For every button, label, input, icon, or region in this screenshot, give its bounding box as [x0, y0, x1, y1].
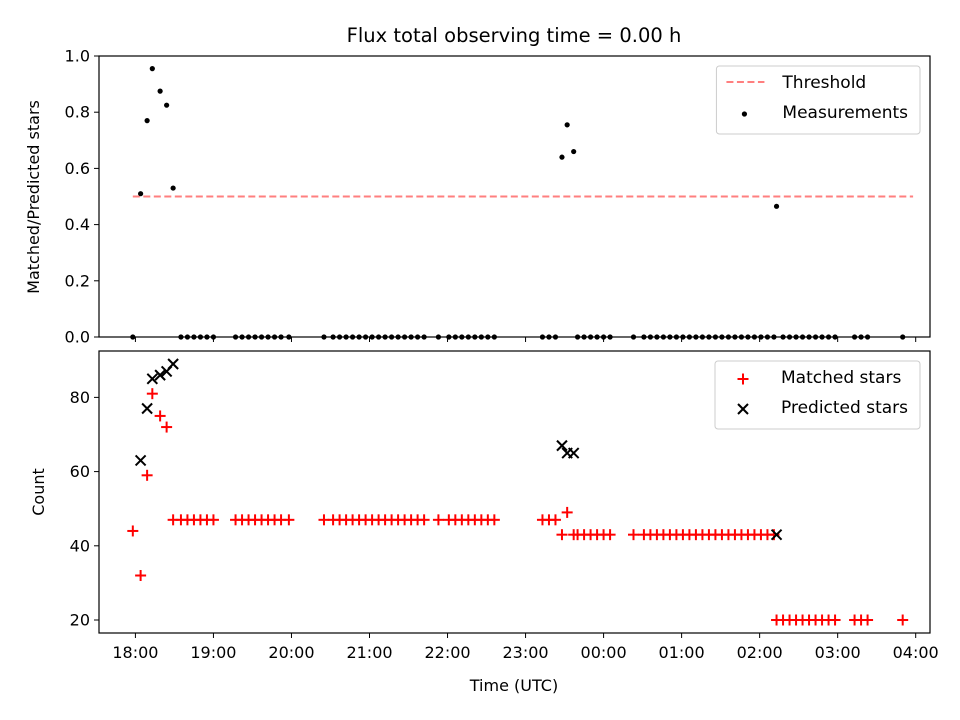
count-legend: Matched stars Predicted stars: [714, 360, 921, 430]
measurements-point: [571, 148, 577, 155]
predicted-stars-point: [146, 373, 159, 385]
predicted-stars-point: [141, 402, 153, 415]
measurements-legend-swatch: [741, 111, 748, 117]
legend-label: Measurements: [782, 103, 908, 123]
measurements-point: [138, 191, 144, 197]
ratio-panel: 0.0 0.2 0.4 0.6 0.8 1.0 Matched/Predicted sta…: [24, 47, 931, 347]
x-tick-label: 21:00: [346, 643, 392, 662]
count-axis-ticks: 20 40 60 80 18:00 19:00 20:00 21:00 22:00 23:00 00…: [70, 388, 939, 662]
measurements-point: [144, 118, 150, 124]
predicted-stars-series: [134, 358, 783, 541]
measurements-point: [559, 154, 565, 160]
matched-stars-point: [561, 506, 573, 518]
ratio-plot-frame: [98, 55, 931, 338]
legend-box: [714, 360, 921, 430]
matched-stars-point: [897, 614, 909, 626]
matched-stars-point: [488, 514, 500, 526]
matched-stars-point: [604, 529, 616, 541]
predicted-stars-point-b: [556, 439, 568, 452]
x-tick-label: 23:00: [502, 643, 548, 662]
predicted-stars-point-b: [134, 454, 147, 467]
count-plot-marks: [127, 358, 909, 626]
count-y-axis-label: Count: [29, 468, 48, 516]
predicted-stars-point: [567, 447, 580, 459]
y-tick-label: 0.8: [65, 103, 90, 122]
matched-stars-point: [161, 421, 173, 433]
measurements-point: [149, 66, 155, 72]
predicted-stars-point-b: [146, 373, 159, 385]
matched-stars-point: [432, 514, 444, 526]
x-tick-label: 00:00: [581, 643, 627, 662]
count-plot-frame: [98, 350, 931, 634]
matched-stars-point: [862, 614, 874, 626]
x-tick-label: 18:00: [112, 643, 158, 662]
matched-stars-legend-swatch: [737, 373, 749, 385]
predicted-stars-legend-swatch: [737, 403, 749, 415]
x-tick-label: 22:00: [424, 643, 470, 662]
y-tick-label: 0.6: [65, 159, 90, 178]
predicted-stars-point-b: [770, 528, 783, 541]
measurements-point: [564, 122, 570, 128]
measurements-point: [773, 203, 780, 209]
matched-stars-point: [135, 569, 147, 581]
x-tick-label: 03:00: [815, 643, 861, 662]
matched-stars-point: [146, 388, 158, 400]
predicted-stars-point-b: [154, 369, 166, 381]
measurements-point: [157, 88, 163, 94]
matched-stars-point: [549, 514, 561, 526]
legend-box: [715, 65, 921, 135]
y-tick-label: 60: [70, 462, 90, 481]
matched-stars-point: [154, 410, 166, 422]
ratio-axis-ticks: 0.0 0.2 0.4 0.6 0.8 1.0: [65, 47, 917, 347]
x-tick-label: 19:00: [190, 643, 236, 662]
matched-stars-point: [829, 614, 841, 626]
ratio-y-axis-label: Matched/Predicted stars: [24, 100, 43, 294]
legend-label: Matched stars: [781, 368, 901, 388]
y-tick-label: 0.4: [65, 215, 90, 234]
measurements-point: [164, 102, 170, 108]
legend-label: Predicted stars: [781, 398, 908, 418]
predicted-stars-point-b: [567, 447, 580, 459]
matched-stars-point: [127, 525, 139, 537]
matched-stars-point: [556, 529, 568, 541]
y-tick-label: 20: [70, 611, 90, 630]
predicted-stars-point-b: [167, 358, 179, 370]
predicted-stars-point: [154, 369, 166, 381]
predicted-stars-point: [770, 528, 783, 541]
matched-stars-point: [283, 514, 295, 526]
matched-stars-point: [627, 529, 639, 541]
legend-label: Threshold: [781, 73, 866, 93]
y-tick-label: 1.0: [65, 47, 90, 66]
matched-stars-point: [418, 514, 430, 526]
x-tick-label: 04:00: [893, 643, 939, 662]
predicted-stars-point: [134, 454, 147, 467]
matched-stars-series: [127, 388, 909, 626]
chart-title: Flux total observing time = 0.00 h: [347, 24, 682, 47]
y-tick-label: 40: [70, 536, 90, 555]
y-tick-label: 80: [70, 388, 90, 407]
y-tick-label: 0.0: [65, 328, 90, 347]
ratio-legend: Threshold Measurements: [715, 65, 921, 135]
y-tick-label: 0.2: [65, 271, 90, 290]
matched-stars-point: [141, 469, 153, 481]
predicted-stars-point: [556, 439, 568, 452]
count-panel: 20 40 60 80 18:00 19:00 20:00 21:00 22:00 23:00 00…: [29, 350, 939, 695]
predicted-stars-legend-swatch-b: [737, 403, 749, 415]
x-axis-label: Time (UTC): [469, 676, 558, 695]
x-tick-label: 02:00: [737, 643, 783, 662]
measurements-point: [170, 185, 176, 191]
x-tick-label: 20:00: [268, 643, 314, 662]
matched-stars-point: [207, 514, 219, 526]
x-tick-label: 01:00: [659, 643, 705, 662]
predicted-stars-point: [167, 358, 179, 370]
predicted-stars-point-b: [141, 402, 153, 415]
